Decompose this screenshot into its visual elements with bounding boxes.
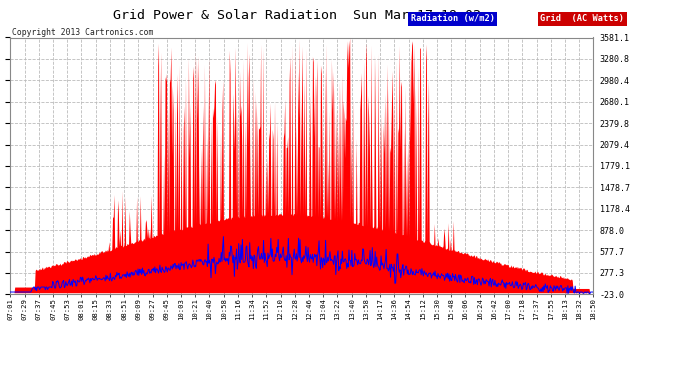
Text: Copyright 2013 Cartronics.com: Copyright 2013 Cartronics.com (12, 28, 154, 37)
Text: Grid Power & Solar Radiation  Sun Mar 17 19:02: Grid Power & Solar Radiation Sun Mar 17 … (112, 9, 481, 22)
Text: Grid  (AC Watts): Grid (AC Watts) (540, 14, 624, 23)
Text: Radiation (w/m2): Radiation (w/m2) (411, 14, 495, 23)
